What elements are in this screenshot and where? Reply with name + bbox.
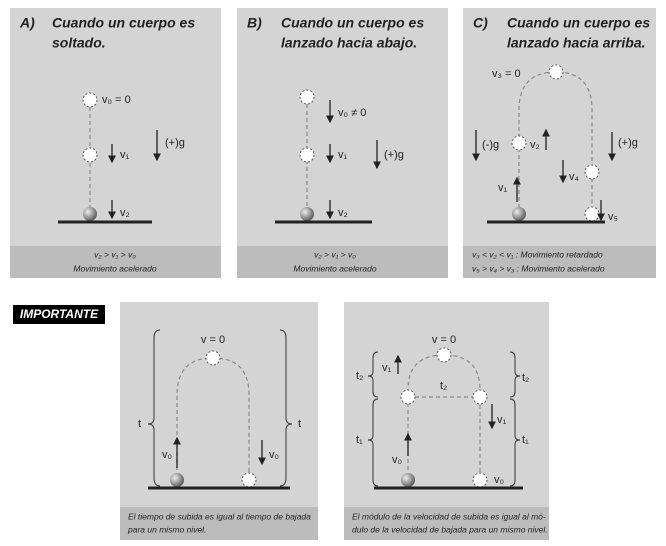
position (205, 350, 221, 366)
position (82, 147, 98, 163)
position (584, 206, 600, 222)
label: v₀ = 0 (102, 94, 131, 106)
case-2: v = 0 t₂ v₁ t₂ t₂ v₁ t₁ t₁ v₀ v₀ El módu… (344, 302, 549, 540)
caption: dulo de la velocidad de bajada para un m… (352, 524, 548, 534)
panel-bg (237, 8, 448, 278)
label: v = 0 (201, 334, 225, 346)
caption: El tiempo de subida es igual al tiempo d… (128, 511, 311, 521)
label: v₂ (338, 207, 348, 219)
caption: Movimiento acelerado (293, 263, 376, 273)
label: v₂ (530, 139, 540, 151)
caption: Movimiento acelerado (73, 263, 156, 273)
position (400, 389, 416, 405)
label: t (138, 418, 141, 430)
position (82, 92, 98, 108)
label: (+)g (165, 137, 185, 149)
caption-bg (344, 507, 549, 540)
panel-letter: A) (19, 15, 35, 31)
case-1: v = 0 t t v₀ v₀ El tiempo de subida es i… (120, 302, 318, 540)
ball (170, 473, 184, 487)
position (299, 89, 315, 105)
brace (367, 398, 379, 487)
label: (-)g (482, 139, 499, 151)
panel-title: Cuando un cuerpo es (281, 15, 424, 31)
ball (512, 207, 526, 221)
position (511, 135, 527, 151)
label: v₄ (569, 171, 580, 183)
label: t (298, 418, 301, 430)
label: t₂ (522, 372, 529, 384)
panel-title: Cuando un cuerpo es (52, 15, 195, 31)
panel-title: lanzado hacia arriba. (507, 35, 646, 51)
position (299, 147, 315, 163)
brace (147, 329, 161, 487)
label: v₀ ≠ 0 (338, 107, 366, 119)
brace (509, 351, 521, 398)
panel-bg (463, 8, 656, 278)
label: v₁ (338, 149, 348, 161)
label: (+)g (618, 137, 638, 149)
panel-title: Cuando un cuerpo es (507, 15, 650, 31)
position (472, 472, 488, 488)
panel-c: C) Cuando un cuerpo es lanzado hacia arr… (463, 8, 656, 278)
caption: v₂ > v₁ > v₀ (314, 249, 356, 259)
label: v₀ (392, 454, 402, 466)
label: v₂ (120, 207, 130, 219)
important-label: IMPORTANTE (20, 307, 99, 321)
position (584, 164, 600, 180)
caption: v₃ < v₂ < v₁ : Movimiento retardado (472, 249, 603, 259)
label: v₁ (498, 182, 508, 194)
caption-bg (237, 246, 448, 278)
panel-a: A) Cuando un cuerpo es soltado. v₀ = 0 v… (10, 8, 221, 278)
brace (367, 351, 379, 398)
panel-letter: C) (473, 15, 488, 31)
position (472, 389, 488, 405)
label: v₀ (494, 474, 504, 486)
label: (+)g (384, 149, 404, 161)
caption: El módulo de la velocidad de subida es i… (352, 511, 546, 521)
path (518, 71, 593, 208)
label: t₂ (356, 370, 363, 382)
panel-bg (10, 8, 221, 278)
position (548, 64, 564, 80)
caption-bg (120, 507, 318, 540)
label: v₃ = 0 (492, 68, 521, 80)
label: t₂ (440, 380, 447, 392)
position (241, 472, 257, 488)
panel-title: lanzado hacia abajo. (281, 35, 417, 51)
ball (300, 207, 314, 221)
label: v₁ (120, 149, 130, 161)
panel-b: B) Cuando un cuerpo es lanzado hacia aba… (237, 8, 448, 278)
label: v₁ (497, 414, 507, 426)
panel-title: soltado. (52, 35, 106, 51)
brace (279, 329, 293, 487)
label: v₀ (269, 449, 279, 461)
position (436, 347, 452, 363)
label: v = 0 (432, 334, 456, 346)
ball (401, 473, 415, 487)
panel-letter: B) (247, 15, 262, 31)
brace (509, 398, 521, 487)
label: v₅ (608, 211, 618, 223)
caption-bg (463, 246, 656, 278)
ball (83, 207, 97, 221)
important-badge (13, 305, 105, 324)
caption: para un mismo nivel. (127, 524, 206, 534)
label: t₁ (522, 434, 529, 446)
caption-bg (10, 246, 221, 278)
path (407, 354, 481, 472)
label: t₁ (356, 434, 363, 446)
label: v₁ (382, 362, 392, 374)
caption: v₂ > v₁ > v₀ (94, 249, 136, 259)
label: v₀ (162, 449, 172, 461)
caption: v₅ > v₄ > v₃ : Movimiento acelerado (472, 263, 605, 273)
